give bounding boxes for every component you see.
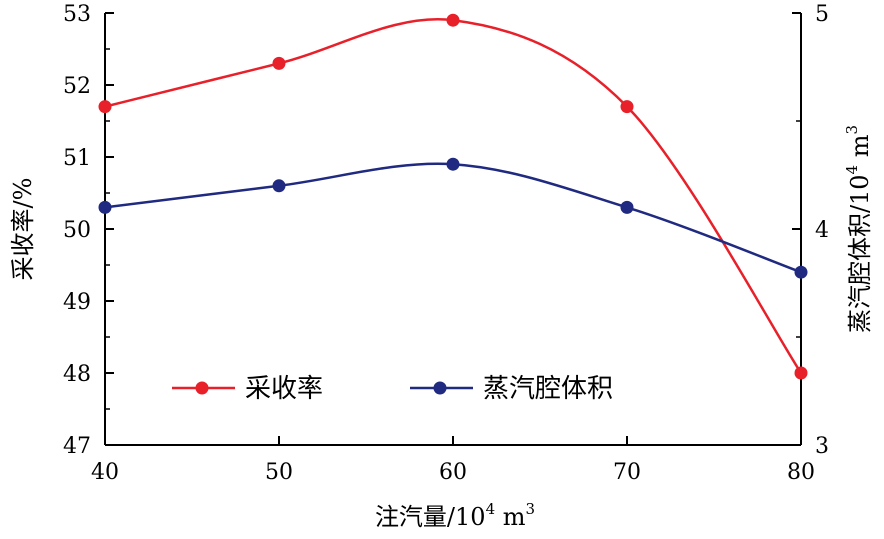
data-point <box>620 100 634 114</box>
series-line <box>104 162 802 274</box>
data-point <box>794 366 808 380</box>
x-axis-title: 注汽量/104 m3 <box>375 500 535 531</box>
y-right-tick-label: 4 <box>815 218 829 243</box>
data-point <box>272 56 286 70</box>
series-line <box>104 18 803 374</box>
series-1 <box>98 157 808 279</box>
y-left-tick-label: 52 <box>63 74 91 99</box>
x-tick-label: 40 <box>91 460 119 485</box>
y-left-tick-label: 53 <box>63 2 91 27</box>
axes: 40 50 60 70 80 47 48 49 50 51 52 53 3 4 5 <box>63 2 829 485</box>
data-point <box>446 13 460 27</box>
y-left-tick-label: 51 <box>63 146 91 171</box>
data-point <box>794 265 808 279</box>
y-left-tick-label: 50 <box>63 218 91 243</box>
x-tick-label: 50 <box>265 460 293 485</box>
legend-marker-recovery <box>195 381 209 395</box>
data-point <box>446 157 460 171</box>
series-layer <box>98 13 808 380</box>
y-right-tick-label: 3 <box>815 434 829 459</box>
legend-label-recovery: 采收率 <box>245 374 323 404</box>
legend: 采收率 蒸汽腔体积 <box>172 374 613 404</box>
legend-label-steam-chamber: 蒸汽腔体积 <box>483 374 613 404</box>
data-point <box>272 179 286 193</box>
y-axis-right-title: 蒸汽腔体积/104 m3 <box>843 125 874 333</box>
legend-marker-steam-chamber <box>433 381 447 395</box>
y-left-tick-label: 49 <box>63 290 91 315</box>
x-tick-label: 70 <box>613 460 641 485</box>
data-point <box>620 200 634 214</box>
y-axis-left-title: 采收率/% <box>9 178 37 281</box>
data-point <box>98 200 112 214</box>
x-tick-label: 80 <box>787 460 815 485</box>
data-point <box>98 100 112 114</box>
y-left-tick-label: 47 <box>63 434 91 459</box>
x-tick-label: 60 <box>439 460 467 485</box>
series-0 <box>98 13 808 380</box>
y-left-tick-label: 48 <box>63 362 91 387</box>
y-right-tick-label: 5 <box>815 2 829 27</box>
